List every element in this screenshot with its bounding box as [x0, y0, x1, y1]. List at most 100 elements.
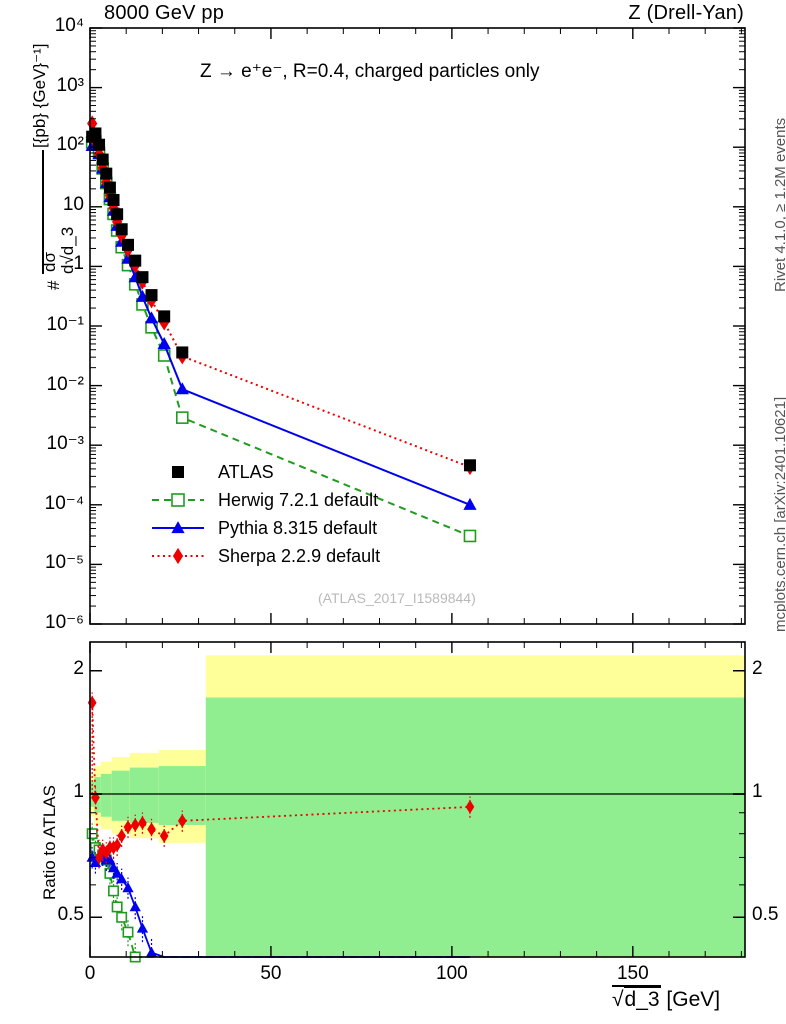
fraction-bar: [42, 150, 44, 274]
marker-sherpa: [177, 813, 187, 828]
marker-pythia: [122, 881, 134, 893]
marker-sherpa: [94, 850, 104, 865]
legend-label: ATLAS: [218, 461, 274, 482]
ratio-uncertainty-bands: [90, 655, 746, 957]
marker-sherpa: [130, 818, 140, 832]
x-tick-label: 0: [84, 963, 96, 984]
marker-pythia: [129, 901, 141, 912]
ratio-y-tick-label: 1: [752, 780, 763, 802]
x-tick-label: 100: [436, 963, 468, 984]
plot-subtitle: Z → e⁺e⁻, R=0.4, charged particles only: [200, 61, 540, 82]
x-ticks: [89, 28, 742, 624]
marker-sherpa: [465, 800, 475, 814]
legend-swatch-herwig: [152, 493, 204, 507]
marker-sherpa: [172, 547, 184, 565]
marker-atlas: [89, 127, 102, 140]
x-axis-label: √d_3 [GeV]: [612, 985, 720, 1012]
marker-pythia: [136, 922, 149, 933]
legend: ATLAS Herwig 7.2.1 default Pythia 8.315 de…: [150, 458, 380, 570]
marker-pythia: [175, 382, 189, 395]
y-tick-label: 10³: [56, 74, 84, 96]
marker-herwig: [463, 529, 477, 543]
x-tick-label: 50: [260, 963, 282, 984]
y-tick-label: 10²: [56, 134, 84, 156]
ratio-y-tick-label: 2: [73, 657, 84, 679]
marker-pythia: [145, 946, 158, 957]
marker-pythia: [116, 873, 128, 884]
marker-sherpa: [123, 820, 133, 835]
marker-atlas: [96, 153, 109, 166]
marker-pythia: [104, 854, 116, 865]
ratio-y-tick-label: 1: [73, 780, 84, 802]
legend-item: Sherpa 2.2.9 default: [150, 542, 380, 570]
y-tick-label: 10: [62, 193, 84, 215]
legend-item: Herwig 7.2.1 default: [150, 486, 380, 514]
y-tick-label: 10⁻²: [46, 373, 85, 395]
marker-atlas: [463, 459, 476, 472]
marker-pythia: [111, 867, 123, 878]
marker-atlas: [145, 289, 158, 302]
marker-atlas: [129, 254, 142, 267]
x-ticks: [89, 642, 742, 957]
main-y-ticks: [90, 27, 745, 625]
marker-herwig: [175, 411, 189, 424]
y-tick-label: 10⁻⁶: [45, 612, 84, 633]
y-axis-label-group: # dσ d√d_3 [{pb} {GeV}⁻¹]: [0, 0, 90, 640]
marker-herwig: [171, 493, 185, 507]
series-atlas: [86, 127, 476, 472]
x-tick-label: 150: [616, 963, 649, 984]
marker-sherpa: [109, 840, 118, 855]
marker-sherpa: [112, 838, 122, 853]
y-tick-label: 10⁻³: [46, 433, 85, 455]
y-tick-label: 10⁻⁵: [44, 552, 84, 574]
legend-item: Pythia 8.315 default: [150, 514, 380, 542]
marker-atlas: [176, 346, 189, 359]
legend-item: ATLAS: [150, 458, 380, 486]
marker-atlas: [158, 310, 171, 323]
band-inner: [129, 767, 159, 823]
y-tick-label: 1: [73, 253, 84, 275]
band-inner: [100, 773, 112, 817]
legend-label: Pythia 8.315 default: [218, 517, 378, 538]
marker-atlas: [100, 167, 113, 180]
marker-atlas: [103, 181, 116, 194]
legend-label: Sherpa 2.2.9 default: [218, 545, 381, 566]
marker-sherpa: [138, 816, 147, 830]
y-axis-fraction: dσ d√d_3: [26, 150, 77, 280]
marker-atlas: [121, 238, 134, 251]
marker-pythia: [171, 521, 185, 534]
ratio-axes-frame: [89, 641, 746, 958]
marker-herwig: [122, 926, 134, 938]
marker-atlas: [107, 194, 120, 207]
marker-atlas: [136, 271, 149, 284]
marker-herwig: [108, 885, 119, 897]
y-tick-label: 10⁻⁴: [44, 492, 84, 514]
series-pythia: [85, 136, 477, 510]
legend-swatch-sherpa: [152, 547, 204, 565]
marker-sherpa: [147, 822, 156, 837]
marker-pythia: [89, 856, 102, 867]
marker-sherpa: [117, 829, 126, 843]
legend-swatch-pythia: [152, 521, 204, 534]
band-inner: [111, 770, 130, 821]
marker-herwig: [111, 901, 123, 913]
y-tick-label: 10⁻¹: [46, 314, 85, 335]
band-inner: [205, 697, 746, 957]
header-left: 8000 GeV pp: [104, 2, 225, 24]
analysis-id-watermark: (ATLAS_2017_I1589844): [318, 590, 476, 606]
marker-atlas: [93, 138, 106, 151]
marker-atlas: [172, 466, 184, 478]
ratio-y-tick-label: 0.5: [752, 904, 779, 926]
header-right: Z (Drell-Yan): [628, 2, 744, 24]
marker-atlas: [111, 208, 124, 221]
y-tick-label: 10⁴: [54, 15, 84, 36]
legend-label: Herwig 7.2.1 default: [218, 489, 379, 510]
ratio-y-ticks: [90, 669, 745, 958]
marker-herwig: [116, 911, 128, 923]
ratio-axis-label: Ratio to ATLAS: [40, 785, 59, 900]
legend-swatch-atlas: [172, 466, 184, 478]
marker-sherpa: [87, 696, 97, 710]
marker-pythia: [144, 311, 159, 324]
ratio-y-tick-label: 0.5: [57, 904, 84, 926]
